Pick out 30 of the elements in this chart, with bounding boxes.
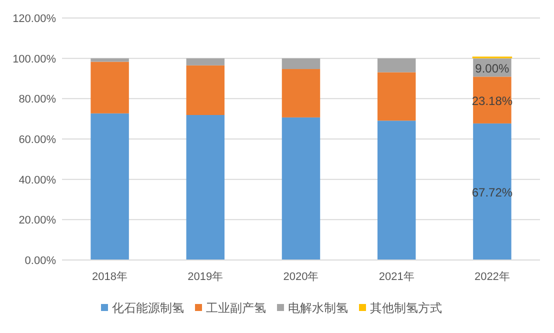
bar xyxy=(282,58,320,70)
y-tick-label: 120.00% xyxy=(12,13,56,25)
bar xyxy=(186,58,225,66)
y-tick-label: 20.00% xyxy=(18,214,56,227)
bar xyxy=(377,72,416,121)
x-tick-label: 2022年 xyxy=(474,271,510,283)
bar xyxy=(90,58,129,62)
y-tick-label: 100.00% xyxy=(12,53,56,66)
bar xyxy=(282,117,320,260)
y-tick-label: 40.00% xyxy=(18,174,56,186)
bar xyxy=(282,69,320,118)
data-label: 9.00% xyxy=(475,62,510,76)
legend-label: 化石能源制氢 xyxy=(112,301,184,315)
y-tick-label: 0.00% xyxy=(24,255,56,267)
bar xyxy=(90,62,129,114)
legend-label: 电解水制氢 xyxy=(288,301,348,315)
bar xyxy=(377,120,416,260)
legend-label: 工业副产氢 xyxy=(206,301,266,315)
x-tick-label: 2018年 xyxy=(92,271,128,283)
x-tick-label: 2020年 xyxy=(283,271,319,283)
bar xyxy=(473,123,512,260)
y-tick-label: 80.00% xyxy=(18,94,56,106)
bar xyxy=(186,65,225,115)
y-tick-label: 60.00% xyxy=(18,134,56,146)
x-tick-label: 2021年 xyxy=(378,271,414,283)
legend-label: 其他制氢方式 xyxy=(370,301,442,315)
bar xyxy=(90,113,129,260)
bar xyxy=(186,115,225,260)
x-tick-label: 2019年 xyxy=(188,271,224,283)
bar xyxy=(377,58,416,72)
